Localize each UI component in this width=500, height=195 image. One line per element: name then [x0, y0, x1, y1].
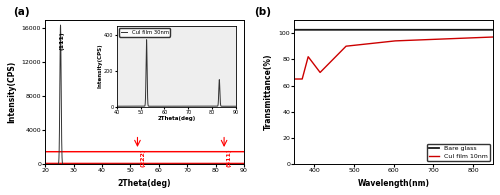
CuI film 10nm	[302, 70, 308, 72]
Bare glass	[448, 29, 454, 31]
X-axis label: Wavelength(nm): Wavelength(nm)	[358, 179, 430, 188]
Bare glass	[291, 29, 297, 31]
Bare glass	[484, 29, 490, 31]
Line: CuI film 10nm: CuI film 10nm	[294, 37, 493, 79]
CuI film 10nm	[484, 36, 490, 38]
CuI film 10nm	[291, 78, 297, 80]
CuI film 10nm	[484, 36, 490, 38]
Y-axis label: Intensity(CPS): Intensity(CPS)	[7, 61, 16, 123]
Bare glass	[490, 29, 496, 31]
Legend: Bare glass, CuI film 10nm: Bare glass, CuI film 10nm	[426, 144, 490, 161]
Y-axis label: Transmittance(%): Transmittance(%)	[264, 54, 273, 130]
Text: (a): (a)	[14, 7, 30, 17]
Bare glass	[382, 29, 388, 31]
Bare glass	[484, 29, 490, 31]
Text: (111): (111)	[60, 31, 64, 50]
Text: (b): (b)	[254, 7, 272, 17]
CuI film 10nm	[382, 41, 388, 43]
CuI film 10nm	[448, 37, 454, 40]
Text: (222): (222)	[140, 148, 145, 167]
Bare glass	[302, 29, 308, 31]
CuI film 10nm	[490, 36, 496, 38]
Text: (511): (511)	[227, 148, 232, 167]
CuI film 10nm	[388, 40, 394, 43]
Bare glass	[388, 29, 394, 31]
X-axis label: 2Theta(deg): 2Theta(deg)	[118, 179, 172, 188]
